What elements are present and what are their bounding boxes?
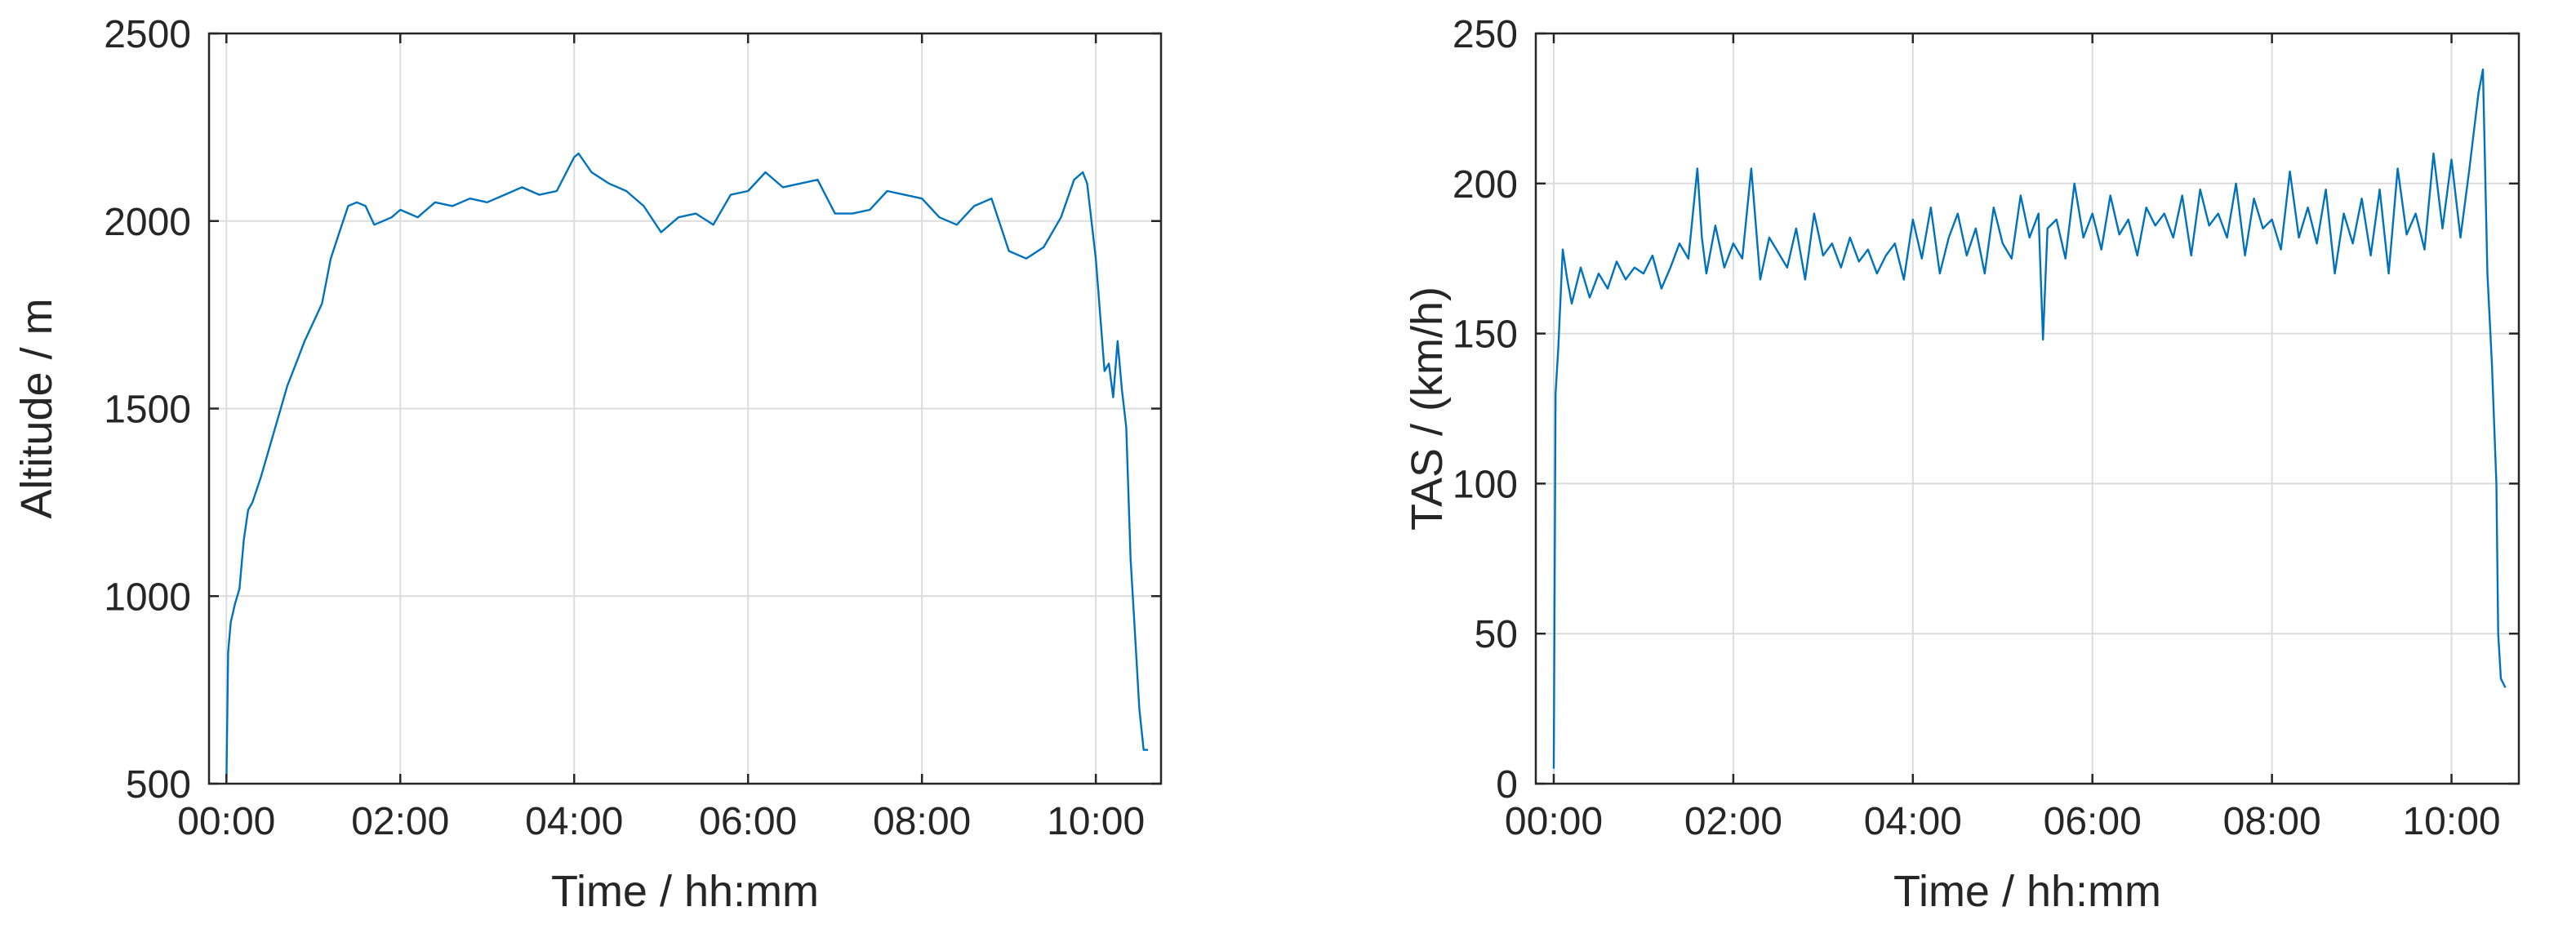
x-tick-label: 04:00 xyxy=(525,800,623,843)
x-tick-label: 02:00 xyxy=(1684,800,1782,843)
x-axis-label: Time / hh:mm xyxy=(551,867,819,916)
series-line-tas xyxy=(1552,68,2507,769)
y-tick-label: 200 xyxy=(1453,163,1518,207)
y-tick-label: 50 xyxy=(1475,613,1518,656)
x-tick-label: 00:00 xyxy=(177,800,275,843)
y-tick-label: 1000 xyxy=(104,576,191,619)
x-tick-label: 00:00 xyxy=(1505,800,1603,843)
y-tick-label: 0 xyxy=(1496,763,1518,807)
x-tick-label: 10:00 xyxy=(1047,800,1145,843)
y-axis-label: TAS / (km/h) xyxy=(1403,287,1452,531)
y-tick-label: 100 xyxy=(1453,463,1518,506)
x-tick-label: 08:00 xyxy=(2223,800,2321,843)
x-axis-label: Time / hh:mm xyxy=(1893,867,2161,916)
chart-tas: 00:00 02:00 04:00 06:00 08:00 10:00 0 50 100 150 2… xyxy=(1403,13,2520,916)
x-tick-label: 06:00 xyxy=(699,800,797,843)
y-tick-label: 2500 xyxy=(104,13,191,56)
x-tick-label: 04:00 xyxy=(1864,800,1962,843)
y-tick-label: 150 xyxy=(1453,313,1518,357)
series-line-altitude xyxy=(225,152,1148,785)
axes-frame xyxy=(1534,32,2520,785)
y-tick-label: 1500 xyxy=(104,389,191,432)
y-tick-label: 250 xyxy=(1453,13,1518,56)
x-tick-label: 02:00 xyxy=(351,800,449,843)
x-tick-label: 08:00 xyxy=(873,800,971,843)
x-tick-label: 10:00 xyxy=(2402,800,2500,843)
x-tick-label: 06:00 xyxy=(2044,800,2142,843)
y-tick-label: 500 xyxy=(126,763,191,807)
y-axis-label: Altitude / m xyxy=(12,298,61,518)
chart-altitude: 00:00 02:00 04:00 06:00 08:00 10:00 500 1000 150… xyxy=(12,13,1163,916)
y-tick-label: 2000 xyxy=(104,201,191,244)
